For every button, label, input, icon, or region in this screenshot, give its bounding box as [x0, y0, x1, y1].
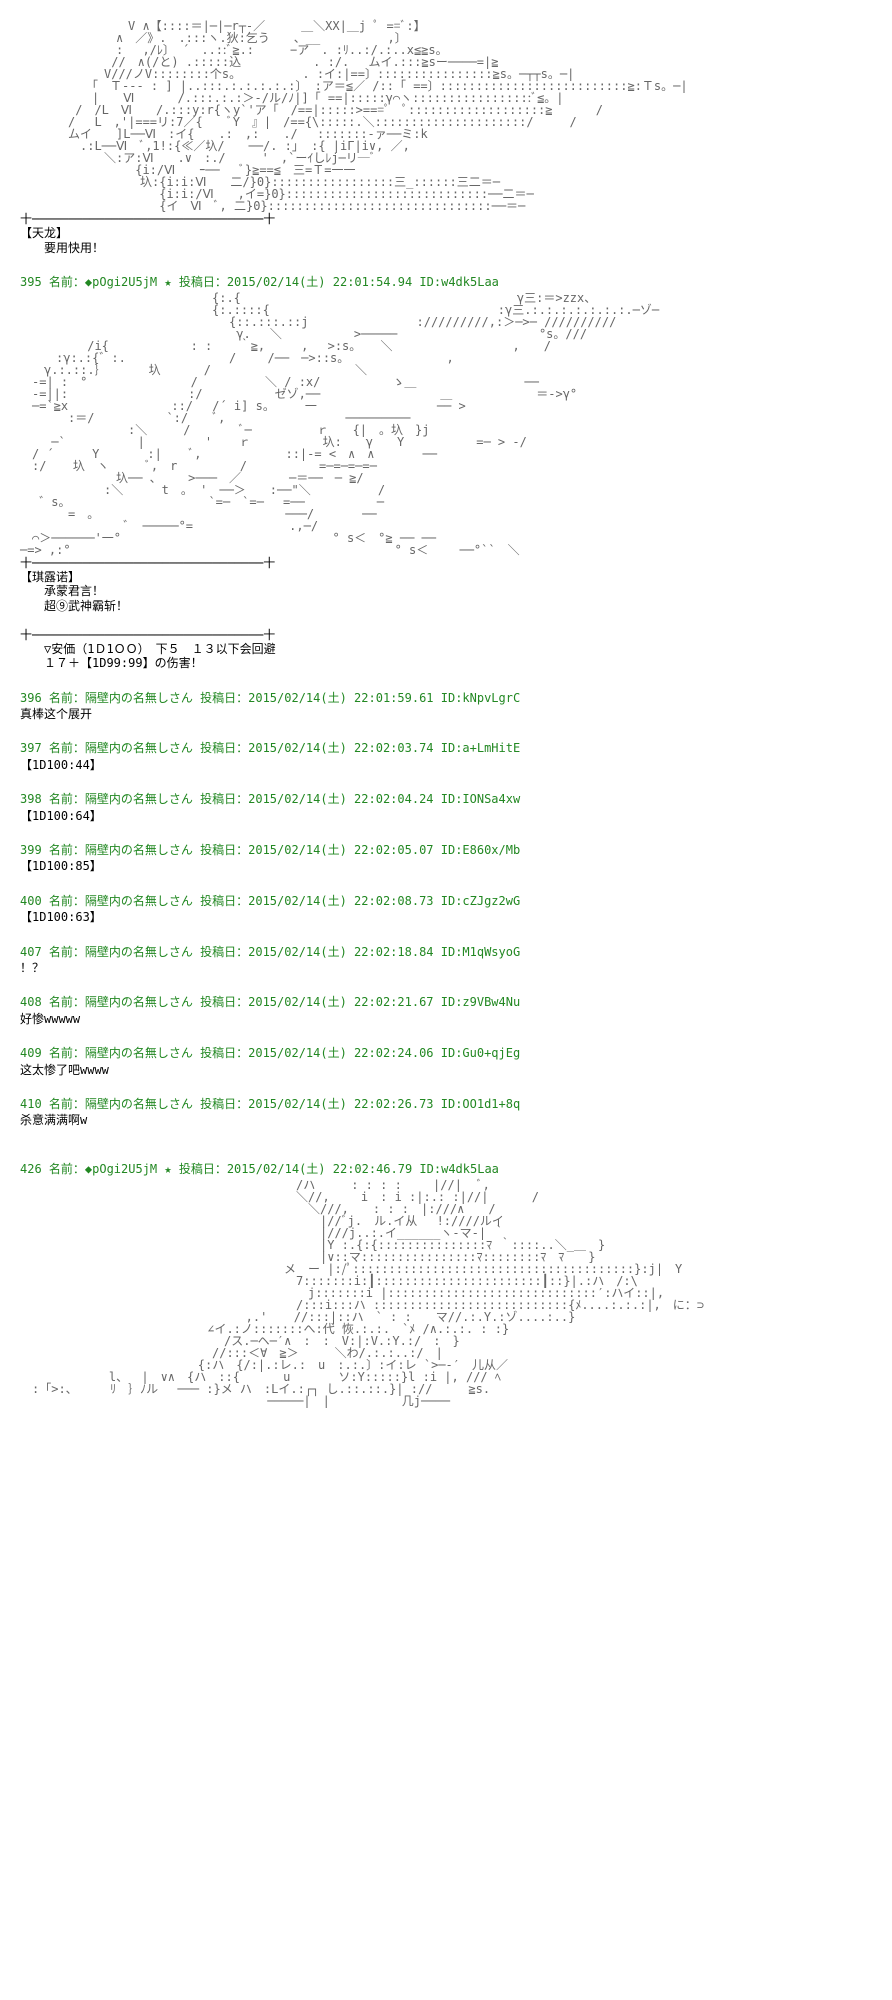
post-ascii-art-1: V ∧【::::＝|─|─r┬-／ ＿＼XX|＿j ﾟ ==ﾞ:】 ∧ ／》. …	[20, 20, 872, 255]
post-408-body: 好惨wwwww	[20, 1012, 872, 1026]
ankaa-line-1: ▽安価（1Ｄ1ＯＯ） 下５ １３以下会回避	[20, 642, 872, 656]
ascii-art-3: /ハ : : : : |//| ﾞ, ＼//, i : i :|:.: :|//…	[20, 1179, 872, 1407]
post-400-body: 【1D100:63】	[20, 910, 872, 924]
divider-3: 十────────────────────────────────十	[20, 628, 872, 642]
post-398-body: 【1D100:64】	[20, 809, 872, 823]
post-395: 395 名前：◆pOgi2U5jM ★ 投稿日：2015/02/14(土) 22…	[20, 275, 872, 671]
post-396: 396 名前：隔壁内の名無しさん 投稿日：2015/02/14(土) 22:01…	[20, 691, 872, 722]
post-397-header: 397 名前：隔壁内の名無しさん 投稿日：2015/02/14(土) 22:02…	[20, 741, 872, 755]
post-409: 409 名前：隔壁内の名無しさん 投稿日：2015/02/14(土) 22:02…	[20, 1046, 872, 1077]
post-397-body: 【1D100:44】	[20, 758, 872, 772]
divider-2: 十────────────────────────────────十	[20, 556, 872, 570]
post-410: 410 名前：隔壁内の名無しさん 投稿日：2015/02/14(土) 22:02…	[20, 1097, 872, 1128]
post-398-header: 398 名前：隔壁内の名無しさん 投稿日：2015/02/14(土) 22:02…	[20, 792, 872, 806]
speaker-name-2: 【琪露诺】	[20, 570, 872, 584]
post-426: 426 名前：◆pOgi2U5jM ★ 投稿日：2015/02/14(土) 22…	[20, 1162, 872, 1406]
post-396-body: 真棒这个展开	[20, 707, 872, 721]
post-398: 398 名前：隔壁内の名無しさん 投稿日：2015/02/14(土) 22:02…	[20, 792, 872, 823]
speaker-2-line-2: 超⑨武神霸斩！	[20, 599, 872, 613]
ascii-art-1: V ∧【::::＝|─|─r┬-／ ＿＼XX|＿j ﾟ ==ﾞ:】 ∧ ／》. …	[20, 20, 872, 212]
post-400: 400 名前：隔壁内の名無しさん 投稿日：2015/02/14(土) 22:02…	[20, 894, 872, 925]
post-397: 397 名前：隔壁内の名無しさん 投稿日：2015/02/14(土) 22:02…	[20, 741, 872, 772]
post-409-header: 409 名前：隔壁内の名無しさん 投稿日：2015/02/14(土) 22:02…	[20, 1046, 872, 1060]
post-399: 399 名前：隔壁内の名無しさん 投稿日：2015/02/14(土) 22:02…	[20, 843, 872, 874]
post-399-header: 399 名前：隔壁内の名無しさん 投稿日：2015/02/14(土) 22:02…	[20, 843, 872, 857]
divider-1: 十────────────────────────────────十	[20, 212, 872, 226]
post-407-body: ！？	[20, 961, 872, 975]
post-407: 407 名前：隔壁内の名無しさん 投稿日：2015/02/14(土) 22:02…	[20, 945, 872, 976]
ascii-art-2: {:.{ γ三:＝>zzx、 {:.::::{ :γ三.:.:.:.:.:.:.…	[20, 292, 872, 556]
post-407-header: 407 名前：隔壁内の名無しさん 投稿日：2015/02/14(土) 22:02…	[20, 945, 872, 959]
post-396-header: 396 名前：隔壁内の名無しさん 投稿日：2015/02/14(土) 22:01…	[20, 691, 872, 705]
post-409-body: 这太惨了吧wwww	[20, 1063, 872, 1077]
post-426-header: 426 名前：◆pOgi2U5jM ★ 投稿日：2015/02/14(土) 22…	[20, 1162, 872, 1176]
post-395-header: 395 名前：◆pOgi2U5jM ★ 投稿日：2015/02/14(土) 22…	[20, 275, 872, 289]
speaker-name-1: 【天龙】	[20, 226, 872, 240]
post-408: 408 名前：隔壁内の名無しさん 投稿日：2015/02/14(土) 22:02…	[20, 995, 872, 1026]
post-399-body: 【1D100:85】	[20, 859, 872, 873]
ankaa-line-2: １７＋【1D99:99】の伤害！	[20, 656, 872, 670]
speaker-line-1: 要用快用！	[20, 241, 872, 255]
post-410-header: 410 名前：隔壁内の名無しさん 投稿日：2015/02/14(土) 22:02…	[20, 1097, 872, 1111]
post-400-header: 400 名前：隔壁内の名無しさん 投稿日：2015/02/14(土) 22:02…	[20, 894, 872, 908]
post-408-header: 408 名前：隔壁内の名無しさん 投稿日：2015/02/14(土) 22:02…	[20, 995, 872, 1009]
speaker-2-line-1: 承蒙君言！	[20, 584, 872, 598]
post-410-body: 杀意满满啊w	[20, 1113, 872, 1127]
